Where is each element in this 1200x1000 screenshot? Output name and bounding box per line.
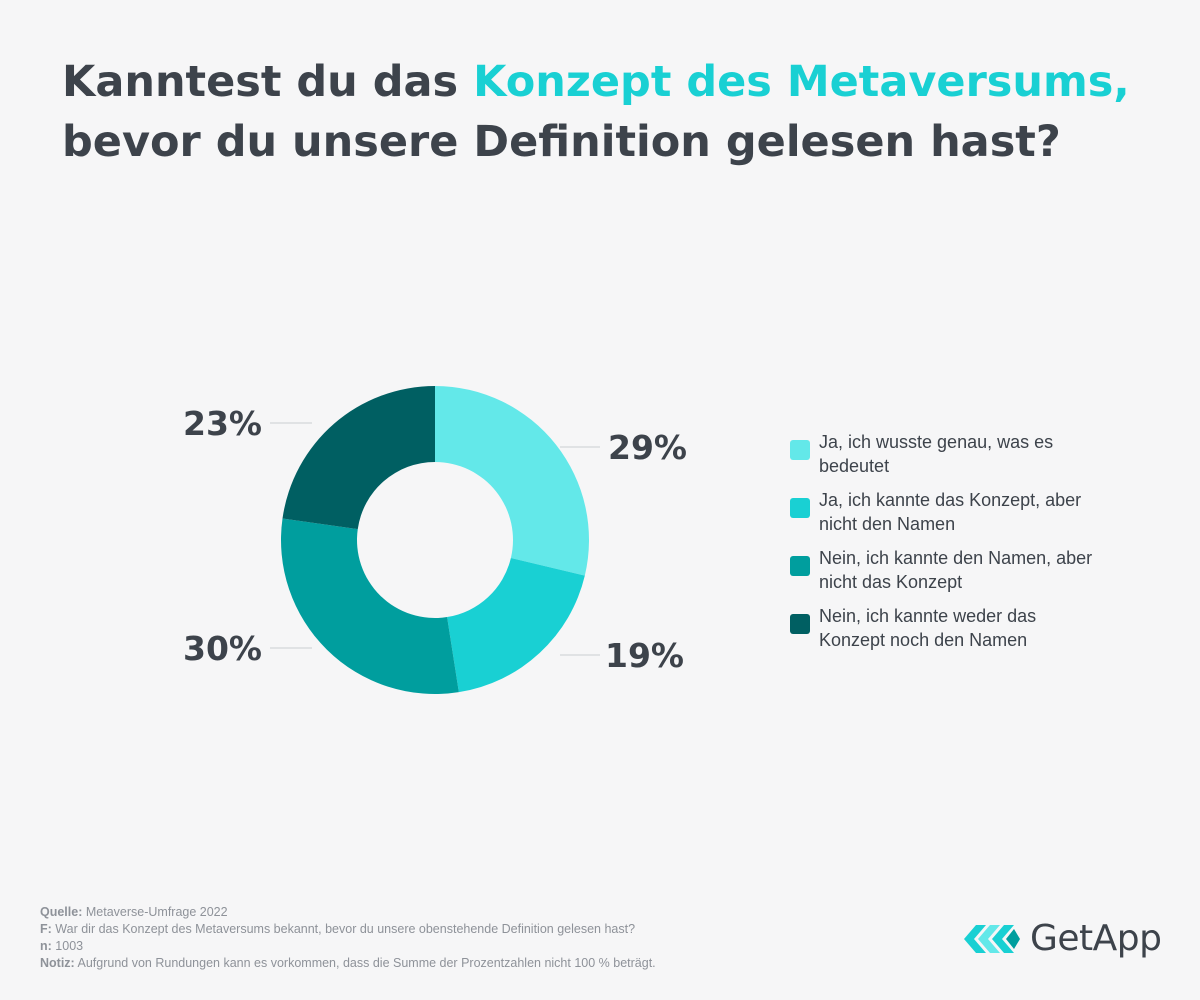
footer-question: F: War dir das Konzept des Metaversums b… bbox=[40, 922, 636, 936]
legend-swatch bbox=[790, 556, 810, 576]
legend-label: Nein, ich kannte weder das Konzept noch … bbox=[819, 606, 1037, 650]
page-title: Kanntest du das Konzept des Metaversums,… bbox=[62, 52, 1162, 172]
getapp-logo-icon bbox=[964, 924, 1020, 953]
legend-swatch bbox=[790, 614, 810, 634]
title-accent: Konzept des Metaversums, bbox=[473, 57, 1130, 107]
legend-item: Ja, ich kannte das Konzept, aber nicht d… bbox=[790, 488, 1110, 536]
legend-item: Ja, ich wusste genau, was es bedeutet bbox=[790, 430, 1110, 478]
donut-slice bbox=[282, 386, 435, 530]
title-part1: Kanntest du das bbox=[62, 57, 474, 107]
donut-slice bbox=[280, 518, 459, 694]
legend-label: Ja, ich wusste genau, was es bedeutet bbox=[819, 432, 1054, 476]
chart-legend: Ja, ich wusste genau, was es bedeutet Ja,… bbox=[790, 430, 1110, 662]
data-label: 23% bbox=[183, 404, 262, 443]
footer-notes: Quelle: Metaverse-Umfrage 2022 F: War di… bbox=[40, 904, 900, 972]
data-label: 29% bbox=[608, 428, 687, 467]
footer-source: Quelle: Metaverse-Umfrage 2022 bbox=[40, 905, 228, 919]
legend-swatch bbox=[790, 440, 810, 460]
data-label: 19% bbox=[605, 636, 684, 675]
data-label: 30% bbox=[183, 629, 262, 668]
donut-slice bbox=[447, 558, 585, 693]
legend-item: Nein, ich kannte den Namen, aber nicht d… bbox=[790, 546, 1110, 594]
legend-label: Nein, ich kannte den Namen, aber nicht d… bbox=[819, 548, 1093, 592]
logo-text: GetApp bbox=[1030, 918, 1162, 959]
title-part2: bevor du unsere Definition gelesen hast? bbox=[62, 117, 1061, 167]
legend-item: Nein, ich kannte weder das Konzept noch … bbox=[790, 604, 1110, 652]
getapp-logo: GetApp bbox=[962, 918, 1162, 959]
legend-swatch bbox=[790, 498, 810, 518]
legend-label: Ja, ich kannte das Konzept, aber nicht d… bbox=[819, 490, 1082, 534]
donut-slice bbox=[435, 386, 589, 576]
footer-n: n: 1003 bbox=[40, 939, 84, 953]
footer-note: Notiz: Aufgrund von Rundungen kann es vo… bbox=[40, 956, 656, 970]
